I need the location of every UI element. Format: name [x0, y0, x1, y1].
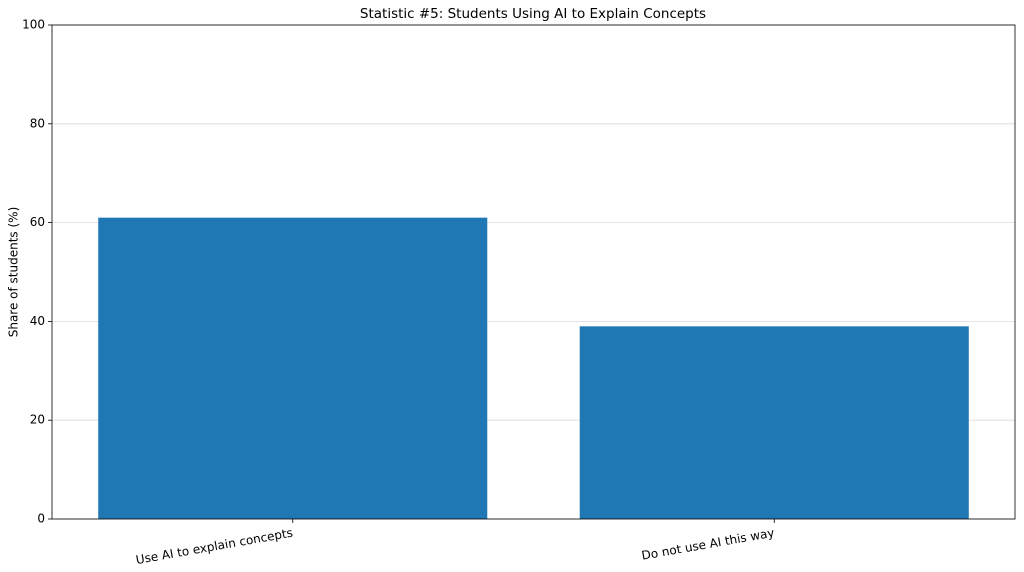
y-axis-label: Share of students (%)	[7, 207, 21, 338]
bar	[98, 217, 488, 519]
y-tick-label: 0	[37, 512, 45, 526]
y-tick-label: 40	[30, 314, 45, 328]
y-tick-label: 60	[30, 215, 45, 229]
x-tick-label: Do not use AI this way	[641, 526, 776, 563]
y-tick-label: 80	[30, 116, 45, 130]
bar	[579, 326, 969, 519]
y-tick-label: 20	[30, 413, 45, 427]
chart-title: Statistic #5: Students Using AI to Expla…	[360, 6, 706, 22]
y-tick-label: 100	[22, 18, 45, 32]
plot-frame	[51, 24, 1016, 520]
x-tick-label: Use AI to explain concepts	[135, 526, 294, 567]
